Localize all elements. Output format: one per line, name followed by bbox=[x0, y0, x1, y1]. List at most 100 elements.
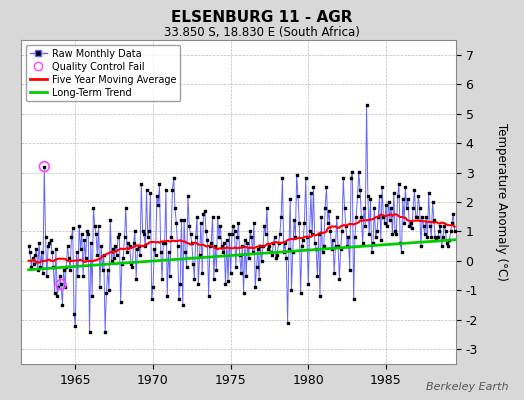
Point bbox=[216, 222, 224, 229]
Point bbox=[445, 237, 454, 244]
Point bbox=[137, 181, 146, 188]
Point bbox=[238, 243, 246, 249]
Point bbox=[188, 240, 196, 246]
Point bbox=[100, 252, 108, 258]
Point bbox=[339, 175, 347, 182]
Point bbox=[242, 272, 250, 279]
Point bbox=[286, 196, 294, 202]
Point bbox=[311, 240, 319, 246]
Point bbox=[209, 214, 217, 220]
Point bbox=[28, 255, 37, 261]
Point bbox=[32, 246, 41, 252]
Point bbox=[97, 243, 105, 249]
Point bbox=[446, 228, 455, 234]
Point bbox=[78, 231, 86, 238]
Point bbox=[408, 225, 416, 232]
Point bbox=[263, 205, 271, 211]
Point bbox=[127, 260, 135, 267]
Point bbox=[422, 214, 430, 220]
Point bbox=[102, 290, 111, 296]
Point bbox=[329, 237, 337, 244]
Point bbox=[333, 214, 341, 220]
Point bbox=[409, 205, 417, 211]
Point bbox=[338, 228, 346, 234]
Point bbox=[93, 252, 102, 258]
Point bbox=[52, 246, 60, 252]
Point bbox=[35, 240, 43, 246]
Point bbox=[267, 249, 275, 255]
Point bbox=[270, 234, 279, 240]
Point bbox=[353, 193, 362, 199]
Point bbox=[99, 266, 107, 273]
Point bbox=[322, 184, 331, 190]
Point bbox=[294, 193, 302, 199]
Point bbox=[94, 222, 103, 229]
Point bbox=[128, 264, 136, 270]
Point bbox=[121, 234, 129, 240]
Point bbox=[140, 231, 148, 238]
Point bbox=[426, 222, 434, 229]
Point bbox=[129, 240, 138, 246]
Point bbox=[119, 255, 127, 261]
Point bbox=[64, 255, 73, 261]
Point bbox=[180, 216, 188, 223]
Point bbox=[358, 240, 367, 246]
Point bbox=[229, 222, 237, 229]
Point bbox=[423, 234, 432, 240]
Point bbox=[356, 187, 364, 193]
Point bbox=[40, 163, 48, 170]
Point bbox=[350, 296, 358, 302]
Point bbox=[416, 205, 424, 211]
Point bbox=[31, 252, 39, 258]
Point bbox=[215, 234, 223, 240]
Point bbox=[225, 231, 234, 238]
Point bbox=[365, 231, 373, 238]
Point bbox=[259, 243, 267, 249]
Point bbox=[191, 234, 200, 240]
Point bbox=[298, 243, 306, 249]
Point bbox=[251, 284, 259, 290]
Point bbox=[360, 205, 368, 211]
Point bbox=[335, 275, 344, 282]
Point bbox=[47, 237, 55, 244]
Point bbox=[40, 163, 48, 170]
Point bbox=[392, 231, 400, 238]
Point bbox=[199, 210, 208, 217]
Point bbox=[106, 216, 114, 223]
Point bbox=[432, 237, 441, 244]
Point bbox=[314, 231, 323, 238]
Point bbox=[165, 249, 173, 255]
Point bbox=[407, 219, 415, 226]
Point bbox=[248, 249, 257, 255]
Point bbox=[235, 252, 244, 258]
Point bbox=[62, 264, 70, 270]
Point bbox=[27, 264, 36, 270]
Point bbox=[154, 202, 162, 208]
Point bbox=[316, 293, 324, 299]
Point bbox=[66, 266, 74, 273]
Point bbox=[265, 243, 274, 249]
Point bbox=[217, 243, 226, 249]
Point bbox=[177, 216, 185, 223]
Point bbox=[89, 205, 97, 211]
Point bbox=[147, 296, 156, 302]
Point bbox=[418, 214, 427, 220]
Point bbox=[348, 169, 356, 176]
Point bbox=[245, 255, 253, 261]
Point bbox=[141, 243, 149, 249]
Point bbox=[435, 228, 443, 234]
Point bbox=[176, 281, 184, 288]
Point bbox=[373, 228, 381, 234]
Point bbox=[361, 222, 369, 229]
Point bbox=[149, 284, 157, 290]
Point bbox=[366, 196, 375, 202]
Point bbox=[71, 322, 80, 329]
Point bbox=[421, 231, 429, 238]
Point bbox=[281, 240, 289, 246]
Point bbox=[341, 205, 349, 211]
Point bbox=[172, 219, 180, 226]
Point bbox=[220, 240, 228, 246]
Point bbox=[370, 205, 378, 211]
Point bbox=[74, 272, 82, 279]
Point bbox=[440, 222, 449, 229]
